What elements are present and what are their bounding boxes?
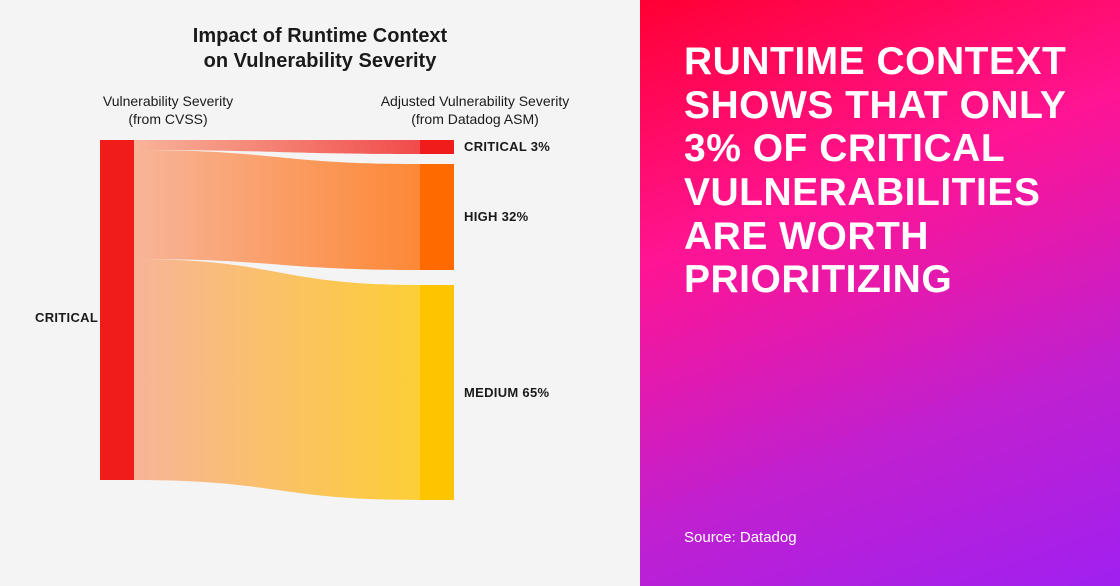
sankey-dest-node-critical	[420, 140, 454, 154]
dest-label-medium: MEDIUM 65%	[464, 385, 549, 400]
left-column-label-line2: (from CVSS)	[128, 111, 207, 127]
dest-label-critical: CRITICAL 3%	[464, 139, 550, 154]
chart-title-line2: on Vulnerability Severity	[204, 50, 437, 72]
sankey-flow-high	[134, 150, 420, 270]
dest-label-high: HIGH 32%	[464, 209, 529, 224]
sankey-diagram	[100, 140, 540, 510]
sankey-dest-node-medium	[420, 285, 454, 500]
sankey-source-node	[100, 140, 134, 480]
chart-title: Impact of Runtime Context on Vulnerabili…	[0, 24, 640, 74]
source-attribution: Source: Datadog	[684, 529, 1076, 546]
left-column-label: Vulnerability Severity (from CVSS)	[78, 92, 258, 128]
headline-panel: RUNTIME CONTEXT SHOWS THAT ONLY 3% OF CR…	[640, 0, 1120, 586]
chart-title-line1: Impact of Runtime Context	[193, 25, 447, 47]
chart-panel: Impact of Runtime Context on Vulnerabili…	[0, 0, 640, 586]
right-column-label-line2: (from Datadog ASM)	[411, 111, 539, 127]
infographic-container: Impact of Runtime Context on Vulnerabili…	[0, 0, 1120, 586]
sankey-flow-medium	[134, 259, 420, 500]
left-column-label-line1: Vulnerability Severity	[103, 93, 233, 109]
headline-text: RUNTIME CONTEXT SHOWS THAT ONLY 3% OF CR…	[684, 40, 1076, 302]
right-column-label-line1: Adjusted Vulnerability Severity	[381, 93, 570, 109]
source-node-label: CRITICAL	[35, 310, 98, 325]
sankey-dest-node-high	[420, 164, 454, 270]
right-column-label: Adjusted Vulnerability Severity (from Da…	[370, 92, 580, 128]
